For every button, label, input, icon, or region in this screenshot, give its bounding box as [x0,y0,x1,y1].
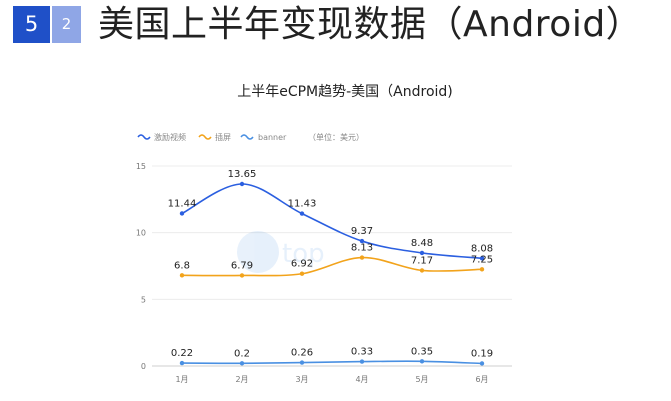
axis-tick-labels: 0 5 10 15 1月 2月 3月 4月 5月 6月 [136,162,489,384]
legend-label-banner: banner [258,133,287,142]
data-label-interstitial: 6.8 [174,260,190,271]
y-tick-label: 10 [136,229,146,238]
page-title: 美国上半年变现数据（Android） [98,4,643,45]
data-label-interstitial: 7.17 [411,255,433,266]
data-point-banner [479,361,485,366]
data-point-banner [179,360,185,366]
unit-note: （单位：美元） [308,132,364,142]
data-point-rewarded-video [479,256,485,261]
legend-swatch-banner [240,134,254,140]
data-label-rewarded-video: 8.08 [471,243,493,254]
data-point-banner [299,360,305,365]
y-tick-label: 0 [141,362,146,371]
series-lines [179,181,485,366]
x-tick-label: 4月 [355,375,368,384]
data-label-interstitial: 8.13 [351,243,373,254]
data-point-interstitial [479,267,485,272]
data-label-rewarded-video: 8.48 [411,238,433,249]
data-label-banner: 0.26 [291,348,313,359]
data-point-rewarded-video [299,211,305,216]
series-line-rewarded-video [181,183,483,260]
data-label-banner: 0.35 [411,346,433,357]
section-number-badge: 5 [13,6,50,43]
x-tick-label: 5月 [415,375,428,384]
x-tick-label: 1月 [175,375,188,384]
data-point-rewarded-video [359,238,365,244]
legend-swatch-rewarded-video [137,134,151,140]
data-label-banner: 0.22 [171,348,193,359]
data-label-banner: 0.19 [471,348,493,359]
data-label-rewarded-video: 9.37 [351,226,373,237]
data-point-interstitial [299,271,305,276]
data-point-rewarded-video [239,181,245,187]
data-label-rewarded-video: 11.44 [168,198,197,209]
x-tick-label: 2月 [235,375,248,384]
series-line-interstitial [181,256,483,277]
x-tick-label: 3月 [295,375,308,384]
data-point-rewarded-video [419,250,425,256]
legend-label-interstitial: 插屏 [215,132,231,142]
y-tick-label: 5 [141,295,146,304]
data-labels: 11.44 13.65 11.43 9.37 8.48 8.08 6.8 6.79 6.92 8.… [168,169,493,359]
watermark-logo: top [237,231,325,273]
chart-legend: 激励视频 插屏 banner （单位：美元） [137,132,364,142]
data-label-rewarded-video: 13.65 [228,169,257,180]
data-label-interstitial: 7.25 [471,254,493,265]
data-label-interstitial: 6.92 [291,259,313,270]
data-point-banner [239,361,245,366]
data-point-interstitial [419,268,425,273]
data-label-banner: 0.2 [234,348,250,359]
legend-label-rewarded-video: 激励视频 [154,132,186,142]
data-label-rewarded-video: 11.43 [288,199,317,210]
y-tick-label: 15 [136,162,146,171]
series-line-banner [181,360,483,365]
data-label-interstitial: 6.79 [231,260,253,271]
data-point-interstitial [179,273,185,278]
legend-swatch-interstitial [198,134,212,140]
chart-title: 上半年eCPM趋势-美国（Android) [237,84,453,100]
svg-text:top: top [282,239,325,269]
data-point-rewarded-video [179,211,185,216]
data-point-banner [359,359,365,364]
subsection-number-badge: 2 [52,6,81,43]
x-tick-label: 6月 [475,375,488,384]
grid-lines [152,165,512,367]
data-point-interstitial [239,273,245,278]
data-label-banner: 0.33 [351,347,373,358]
data-point-interstitial [359,255,365,260]
data-point-banner [419,359,425,364]
